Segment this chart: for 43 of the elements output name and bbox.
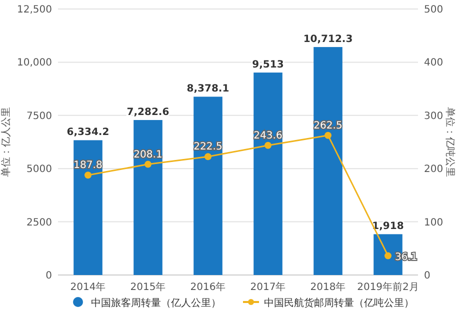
y-axis-title: 单位：亿人公里 [0,107,12,177]
y-tick-label: 12,500 [17,4,52,16]
legend-label: 中国民航货邮周转量（亿吨公里） [264,297,414,309]
point [264,142,272,149]
y2-tick-label: 500 [424,4,444,16]
x-tick-label: 2017年 [250,281,286,293]
bar [134,120,162,275]
point [384,252,392,260]
y2-tick-label: 200 [424,164,444,176]
x-tick-label: 2014年 [70,281,106,293]
data-label: 187.8 [74,160,102,172]
point [324,132,332,139]
bar [254,72,282,275]
data-label: 7,282.6 [126,107,170,118]
point [84,172,92,179]
point [204,153,212,160]
data-label: 208.1 [134,149,162,160]
legend-label: 中国旅客周转量（亿人公里） [91,297,221,309]
data-label: 262.5 [314,120,342,132]
point [144,160,152,168]
y2-tick-label: 0 [424,270,430,282]
y2-axis-title: 单位：亿吨公里 [444,107,456,177]
y-tick-label: 5000 [26,164,52,176]
y-tick-label: 7500 [26,110,52,122]
y-tick-label: 2500 [26,217,52,228]
x-tick-label: 2015年 [130,281,166,293]
data-label: 8,378.1 [186,84,230,95]
y2-tick-label: 300 [424,110,444,122]
y-tick-label: 10,000 [17,58,52,69]
x-tick-label: 2019年前2月 [357,281,419,293]
x-tick-label: 2018年 [310,281,346,293]
data-label: 9,513 [252,60,284,71]
data-label: 10,712.3 [303,34,353,46]
y2-tick-label: 100 [424,217,444,228]
x-tick-label: 2016年 [190,281,226,293]
data-label: 243.6 [254,130,282,142]
bar [194,96,222,275]
bar [74,140,102,275]
y2-tick-label: 400 [424,58,444,69]
data-label: 6,334.2 [66,127,110,138]
y-tick-label: 0 [46,270,52,282]
data-label: 222.5 [194,142,222,153]
bar [314,47,342,275]
